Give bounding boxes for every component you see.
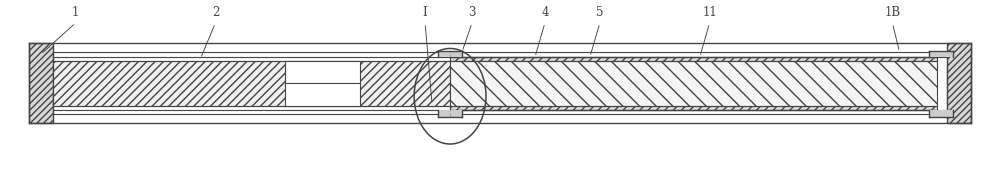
Bar <box>438 51 462 57</box>
Text: 1: 1 <box>72 6 79 19</box>
Text: I: I <box>423 6 427 19</box>
Bar <box>450 57 937 61</box>
Bar <box>929 51 953 57</box>
Bar <box>929 110 953 117</box>
Text: 5: 5 <box>596 6 604 19</box>
Text: 2: 2 <box>212 6 219 19</box>
Bar <box>450 61 937 106</box>
Text: 11: 11 <box>702 6 717 19</box>
Bar <box>947 43 971 123</box>
Text: 3: 3 <box>468 6 476 19</box>
Bar <box>53 61 450 106</box>
Bar <box>438 110 462 117</box>
Text: 1B: 1B <box>884 6 901 19</box>
Text: 4: 4 <box>541 6 549 19</box>
Bar <box>450 106 937 110</box>
Bar <box>29 43 53 123</box>
Bar <box>285 61 360 106</box>
